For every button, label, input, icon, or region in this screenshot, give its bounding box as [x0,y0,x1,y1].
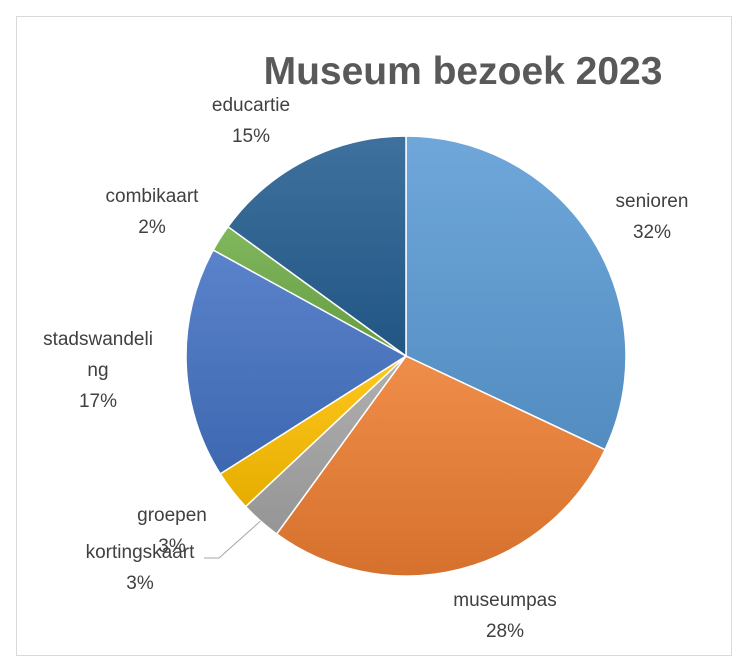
data-label-stadswandeling: stadswandeli ng 17% [43,329,153,412]
slice-stadswandeling [185,248,408,475]
leader-line-kortingskaart [204,520,261,559]
chart-title: Museum bezoek 2023 [264,50,663,93]
data-label-groepen: groepen 3% [137,505,207,557]
data-label-combikaart: combikaart 2% [106,186,200,238]
data-label-senioren: senioren 32% [616,191,689,243]
data-label-kortingskaart: kortingskaart 3% [86,542,195,594]
data-label-educartie: educartie 15% [212,95,290,147]
data-label-museumpas: museumpas 28% [453,590,557,642]
slice-educartie [226,135,407,358]
slice-museumpas [275,355,607,577]
slice-senioren [405,135,627,451]
